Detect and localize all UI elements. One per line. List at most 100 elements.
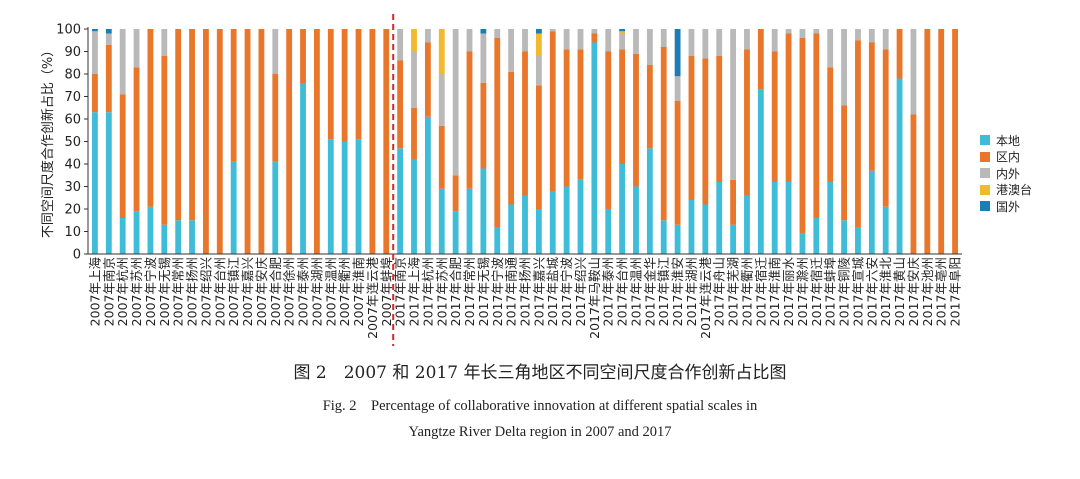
x-tick-label: 2017年丽水 [781, 257, 796, 327]
x-tick-label: 2017年杭州 [420, 257, 435, 326]
x-tick-label: 2017年宣城 [850, 257, 865, 327]
bar-segment [147, 29, 154, 207]
figure-caption-cn: 图 2 2007 和 2017 年长三角地区不同空间尺度合作创新占比图 [293, 363, 787, 383]
x-tick-label: 2007年嘉兴 [240, 257, 255, 326]
bar-segment [508, 29, 515, 72]
bar-segment [771, 29, 778, 52]
bar-segment [258, 29, 265, 254]
bar-segment [605, 29, 612, 52]
bar-segment [688, 56, 695, 200]
bar-segment [577, 179, 584, 254]
bar-segment [203, 29, 209, 254]
y-tick-label: 60 [64, 113, 81, 128]
x-tick-label: 2017年镇江 [656, 257, 671, 326]
x-tick-label: 2007年镇江 [226, 257, 241, 326]
bar-segment [882, 206, 889, 254]
x-tick-label: 2017年无锡 [476, 257, 491, 326]
bar-segment [716, 56, 723, 182]
legend-swatch [980, 135, 990, 145]
y-axis: 0 10 20 30 40 50 60 70 80 90 100 [56, 23, 89, 263]
bar-segment [674, 101, 681, 225]
legend-swatch [980, 184, 990, 195]
bar-segment [827, 182, 834, 254]
bar-segment [882, 29, 889, 50]
bar-segment [896, 78, 903, 254]
bar-segment [646, 148, 653, 254]
bar-segment [619, 33, 626, 50]
x-axis: 2007年上海2007年南京2007年杭州2007年苏州2007年宁波2007年… [87, 253, 963, 339]
bar-segment [688, 29, 695, 56]
legend-item: 内外 [980, 165, 1032, 181]
x-tick-label: 2007年徐州 [282, 257, 297, 326]
bar-segment [730, 224, 737, 254]
bar-segment [105, 44, 112, 113]
bar-segment [438, 188, 445, 254]
bar-segment [272, 29, 279, 74]
bar-segment [841, 105, 847, 221]
bar-segment [92, 112, 98, 254]
bar-segment [466, 51, 473, 189]
bar-segment [563, 49, 570, 187]
x-tick-label: 2017年南通 [504, 257, 519, 327]
x-tick-label: 2017年连云港 [698, 257, 713, 339]
figure-caption-en-line1: Fig. 2 Percentage of collaborative innov… [322, 398, 758, 414]
bar-segment [896, 29, 903, 79]
bar-segment [230, 161, 237, 254]
bar-segment [230, 29, 237, 162]
bar-segment [480, 168, 487, 254]
bar-segment [313, 29, 320, 254]
bar-segment [702, 58, 709, 205]
y-axis-label: 不同空间尺度合作创新占比（%） [40, 44, 56, 238]
y-tick-label: 100 [56, 23, 81, 38]
bar-segment [674, 224, 681, 254]
bar-segment [785, 182, 792, 254]
bar-segment [633, 29, 639, 54]
bar-segment [660, 220, 667, 254]
bar-segment [411, 29, 417, 52]
x-tick-label: 2007年扬州 [185, 257, 200, 326]
bar-segment [452, 211, 459, 254]
x-tick-label: 2007年绍兴 [198, 257, 213, 326]
bar-segment [424, 42, 431, 117]
bar-segment [92, 31, 98, 74]
bar-segment [619, 49, 626, 164]
x-tick-label: 2007年无锡 [157, 257, 172, 326]
legend-item: 区内 [980, 149, 1032, 165]
bar-segment [716, 29, 723, 56]
bar-segment [105, 29, 112, 34]
bar-segment [744, 29, 750, 50]
bar-segment [133, 67, 140, 212]
bar-segment [619, 164, 626, 254]
legend-label: 内外 [996, 166, 1021, 181]
bar-segment [286, 29, 293, 254]
bar-segment [730, 29, 737, 180]
bar-segment [591, 42, 598, 254]
bar-segment [244, 29, 251, 254]
y-tick-label: 40 [64, 158, 81, 173]
bar-segment [549, 29, 556, 32]
bar-segment [549, 31, 556, 191]
bar-segment [799, 29, 806, 38]
bar-segment [522, 29, 528, 52]
legend-label: 区内 [996, 150, 1021, 164]
x-tick-label: 2007年台州 [212, 257, 227, 326]
bar-segment [133, 211, 140, 254]
bar-segment [799, 38, 806, 234]
bar-segment [397, 60, 404, 149]
bar-segment [175, 29, 182, 221]
figure-caption-en-line2: Yangtze River Delta region in 2007 and 2… [408, 424, 672, 440]
bar-segment [397, 148, 404, 254]
x-tick-label: 2017年铜陵 [837, 257, 852, 327]
x-tick-label: 2007年常州 [171, 257, 186, 326]
bar-segment [341, 141, 348, 254]
legend-label: 港澳台 [996, 183, 1033, 197]
bar-segment [494, 227, 501, 254]
bar-segment [799, 233, 806, 254]
bar-segment [938, 29, 945, 254]
bar-segment [952, 29, 958, 254]
bar-segment [591, 33, 598, 43]
x-tick-label: 2017年合肥 [448, 257, 463, 327]
x-tick-label: 2007年杭州 [115, 257, 130, 326]
x-tick-label: 2017年宿迁 [809, 257, 824, 327]
x-tick-label: 2017年淮安 [670, 257, 685, 326]
